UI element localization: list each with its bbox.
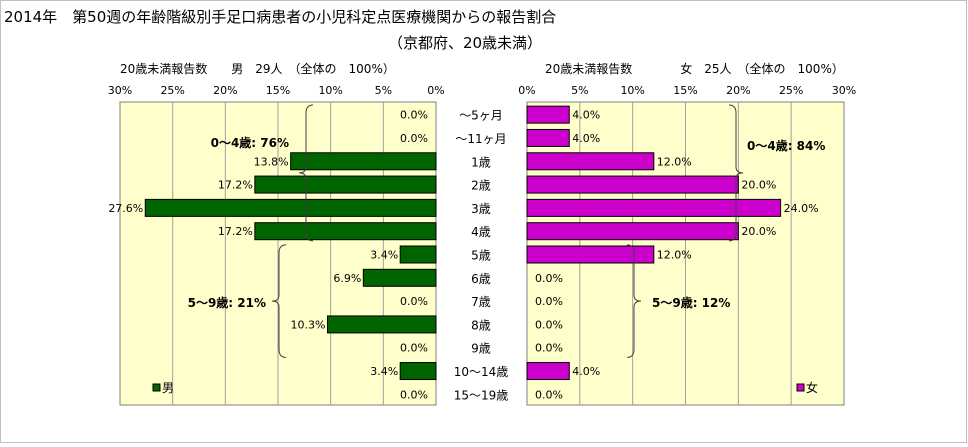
right-tick-label: 30% xyxy=(832,84,856,97)
female-bar xyxy=(526,245,655,264)
female-bar xyxy=(526,175,739,194)
female-group-label: 0～4歳: 84% xyxy=(747,138,825,153)
female-bar xyxy=(526,222,739,241)
left-tick-label: 0% xyxy=(427,84,444,97)
male-data-label: 0.0% xyxy=(400,388,428,401)
male-bar xyxy=(327,315,437,334)
female-legend-label: 女 xyxy=(806,380,818,395)
female-group-label: 5～9歳: 12% xyxy=(652,295,730,310)
female-data-label: 4.0% xyxy=(572,132,600,145)
category-label: 6歳 xyxy=(471,272,491,286)
male-bar xyxy=(144,198,437,217)
female-legend-swatch xyxy=(796,383,805,392)
female-data-label: 12.0% xyxy=(657,249,692,262)
left-tick-label: 5% xyxy=(375,84,392,97)
male-data-label: 13.8% xyxy=(254,155,289,168)
male-series-header: 20歳未満報告数 男 29人 （全体の 100%） xyxy=(120,61,395,76)
male-data-label: 0.0% xyxy=(400,342,428,355)
male-data-label: 0.0% xyxy=(400,295,428,308)
male-bar xyxy=(290,152,437,171)
female-data-label: 4.0% xyxy=(572,365,600,378)
category-label: ～11ヶ月 xyxy=(455,132,506,146)
male-group-brace xyxy=(298,104,314,242)
male-legend-label: 男 xyxy=(162,381,174,395)
category-label: 15～19歳 xyxy=(454,388,509,402)
female-data-label: 0.0% xyxy=(535,318,563,331)
left-tick-label: 15% xyxy=(266,84,290,97)
female-bar xyxy=(526,152,655,171)
right-tick-label: 0% xyxy=(518,84,535,97)
male-bar xyxy=(399,245,437,264)
male-data-label: 10.3% xyxy=(291,318,326,331)
female-data-label: 0.0% xyxy=(535,272,563,285)
category-label: 10～14歳 xyxy=(454,365,509,379)
right-tick-label: 25% xyxy=(779,84,803,97)
male-group-label: 0～4歳: 76% xyxy=(211,135,289,150)
male-data-label: 3.4% xyxy=(370,249,398,262)
female-data-label: 20.0% xyxy=(741,179,776,192)
right-tick-label: 15% xyxy=(673,84,697,97)
category-label: ～5ヶ月 xyxy=(459,109,503,123)
male-legend-swatch xyxy=(152,383,161,392)
male-group-brace xyxy=(271,244,287,358)
male-bar xyxy=(254,222,437,241)
female-bar xyxy=(526,128,570,147)
male-group-label: 5～9歳: 21% xyxy=(188,295,266,310)
female-data-label: 12.0% xyxy=(657,155,692,168)
female-series-header: 20歳未満報告数 女 25人 （全体の 100%） xyxy=(545,61,844,76)
male-data-label: 3.4% xyxy=(370,365,398,378)
category-label: 5歳 xyxy=(471,249,491,263)
category-label: 2歳 xyxy=(471,179,491,193)
female-data-label: 0.0% xyxy=(535,295,563,308)
right-tick-label: 10% xyxy=(620,84,644,97)
category-label: 8歳 xyxy=(471,318,491,332)
left-tick-label: 30% xyxy=(108,84,132,97)
female-bar xyxy=(526,362,570,381)
right-tick-label: 20% xyxy=(726,84,750,97)
category-label: 3歳 xyxy=(471,202,491,216)
male-bar xyxy=(399,362,437,381)
left-tick-label: 10% xyxy=(318,84,342,97)
male-data-label: 0.0% xyxy=(400,109,428,122)
category-label: 1歳 xyxy=(471,155,491,169)
female-group-brace xyxy=(626,244,642,358)
category-label: 9歳 xyxy=(471,342,491,356)
category-label: 7歳 xyxy=(471,295,491,309)
left-tick-label: 25% xyxy=(160,84,184,97)
left-tick-label: 20% xyxy=(213,84,237,97)
male-data-label: 27.6% xyxy=(108,202,143,215)
male-data-label: 6.9% xyxy=(333,272,361,285)
female-bar xyxy=(526,198,782,217)
female-data-label: 24.0% xyxy=(784,202,819,215)
male-data-label: 17.2% xyxy=(218,225,253,238)
category-label: 4歳 xyxy=(471,225,491,239)
male-bar xyxy=(362,268,437,287)
chart-subtitle: （京都府、20歳未満） xyxy=(388,34,542,52)
female-data-label: 4.0% xyxy=(572,109,600,122)
female-bar xyxy=(526,105,570,124)
male-data-label: 17.2% xyxy=(218,179,253,192)
right-tick-label: 5% xyxy=(571,84,588,97)
chart-title: 2014年 第50週の年齢階級別手足口病患者の小児科定点医療機関からの報告割合 xyxy=(4,8,556,26)
female-group-brace xyxy=(728,104,744,242)
female-data-label: 0.0% xyxy=(535,388,563,401)
male-data-label: 0.0% xyxy=(400,132,428,145)
female-data-label: 0.0% xyxy=(535,342,563,355)
male-bar xyxy=(254,175,437,194)
female-data-label: 20.0% xyxy=(741,225,776,238)
